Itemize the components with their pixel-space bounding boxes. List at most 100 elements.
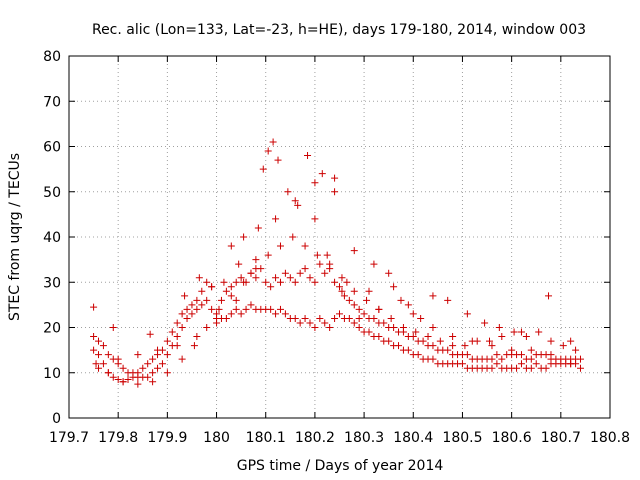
data-point: [276, 242, 284, 250]
data-point: [119, 378, 127, 386]
data-point: [498, 333, 506, 341]
data-point: [264, 251, 272, 259]
data-point: [306, 319, 314, 327]
data-point: [493, 360, 501, 368]
data-point: [311, 179, 319, 187]
data-point: [355, 305, 363, 313]
data-point: [331, 188, 339, 196]
data-point: [193, 305, 201, 313]
x-tick-label: 180.8: [590, 430, 630, 446]
data-point: [488, 355, 496, 363]
data-point: [286, 274, 294, 282]
data-point: [527, 364, 535, 372]
data-point: [461, 342, 469, 350]
data-point: [365, 287, 373, 295]
data-point: [259, 165, 267, 173]
data-point: [232, 305, 240, 313]
data-point: [95, 337, 103, 345]
data-point: [198, 287, 206, 295]
data-point: [417, 314, 425, 322]
data-point: [436, 337, 444, 345]
data-point: [429, 292, 437, 300]
x-tick-label: 180.7: [541, 430, 581, 446]
data-point: [444, 296, 452, 304]
data-point: [190, 342, 198, 350]
data-point: [463, 310, 471, 318]
data-point: [134, 380, 142, 388]
data-point: [331, 278, 339, 286]
data-point: [222, 314, 230, 322]
data-point: [109, 324, 117, 331]
data-point: [193, 296, 201, 304]
x-tick-label: 180.2: [295, 430, 335, 446]
data-point: [294, 201, 302, 209]
data-point: [424, 333, 432, 341]
data-point: [311, 324, 319, 331]
data-point: [331, 314, 339, 322]
data-point: [340, 292, 348, 300]
data-point: [95, 351, 103, 359]
data-point: [163, 351, 171, 359]
data-point: [316, 314, 324, 322]
data-point: [301, 242, 309, 250]
data-point: [542, 364, 550, 372]
data-point: [90, 333, 98, 341]
data-point: [208, 305, 216, 313]
data-point: [254, 224, 262, 232]
data-point: [267, 283, 275, 291]
data-point: [203, 278, 211, 286]
data-point: [493, 351, 501, 359]
data-point: [178, 324, 186, 331]
data-point: [193, 333, 201, 341]
data-point: [345, 296, 353, 304]
data-point: [345, 314, 353, 322]
data-point: [498, 355, 506, 363]
x-tick-label: 179.7: [49, 430, 89, 446]
data-point: [188, 301, 196, 309]
data-point: [414, 351, 422, 359]
data-point: [375, 333, 383, 341]
data-point: [181, 292, 189, 300]
data-point: [284, 188, 292, 196]
data-point: [375, 305, 383, 313]
data-point: [92, 360, 100, 368]
data-point: [242, 305, 250, 313]
data-point: [527, 346, 535, 354]
data-point: [527, 355, 535, 363]
data-point: [296, 319, 304, 327]
data-point: [572, 346, 580, 354]
data-point: [149, 369, 157, 377]
data-point: [468, 337, 476, 345]
data-point: [220, 278, 228, 286]
data-point: [304, 152, 312, 160]
data-point: [195, 274, 203, 282]
data-point: [267, 305, 275, 313]
data-point: [350, 287, 358, 295]
data-point: [227, 292, 235, 300]
y-tick-label: 60: [43, 140, 61, 156]
data-point: [264, 147, 272, 155]
data-point: [90, 346, 98, 354]
data-point: [365, 328, 373, 336]
y-tick-label: 30: [43, 275, 61, 291]
data-point: [237, 310, 245, 318]
data-point: [390, 283, 398, 291]
data-point: [198, 301, 206, 309]
data-point: [545, 292, 553, 300]
data-point: [291, 278, 299, 286]
data-point: [486, 337, 494, 345]
x-tick-label: 180.1: [246, 430, 286, 446]
data-point: [114, 376, 122, 384]
data-point: [355, 324, 363, 331]
data-point: [144, 360, 152, 368]
data-point: [173, 342, 181, 350]
data-point: [217, 296, 225, 304]
data-point: [149, 355, 157, 363]
axis-ticks: 179.7 179.8 179.9 180 180.1 180.2 180.3 180.4 18…: [43, 49, 630, 446]
data-point: [567, 360, 575, 368]
data-point: [576, 364, 584, 372]
data-point: [336, 310, 343, 318]
data-point: [463, 351, 471, 359]
data-point: [370, 260, 378, 268]
